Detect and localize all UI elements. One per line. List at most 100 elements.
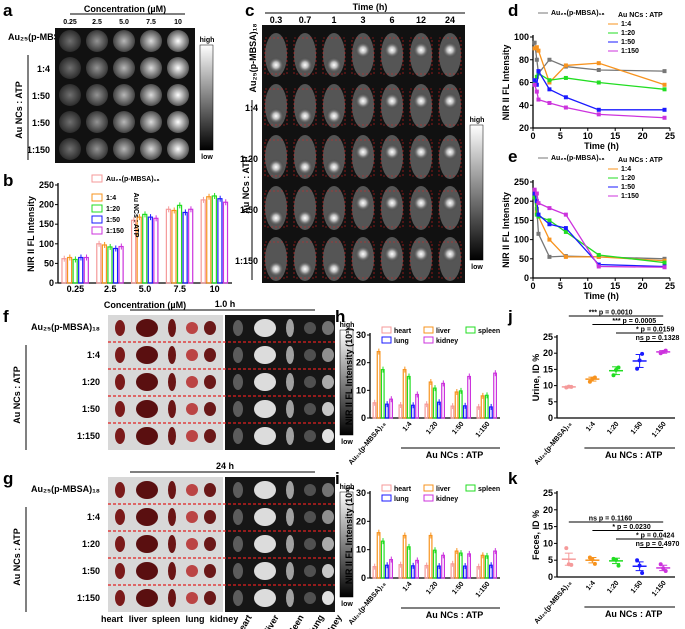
row-label: 1:150 — [235, 256, 258, 266]
row-label: 1:4 — [87, 512, 100, 522]
well — [59, 57, 81, 79]
y-tick-label: 5 — [548, 397, 553, 407]
roi-outline — [438, 139, 462, 177]
roi-outline — [380, 139, 404, 177]
data-point — [569, 384, 574, 389]
fluorescence-spot — [355, 144, 371, 160]
y-tick-label: 20 — [519, 123, 529, 133]
organ-signal — [322, 375, 334, 389]
time-tick: 12 — [416, 15, 426, 25]
time-tick: 6 — [389, 15, 394, 25]
legend-label: 1:150 — [106, 228, 124, 235]
row-label: 1:20 — [240, 154, 258, 164]
data-point — [536, 97, 541, 102]
organ — [115, 401, 125, 417]
fluorescence-spot — [413, 195, 429, 211]
data-point — [596, 252, 601, 257]
y-axis-label: NIR II FL Intensity — [501, 45, 511, 121]
well — [86, 57, 108, 79]
time-tick: 24 — [445, 15, 455, 25]
bar — [61, 258, 67, 284]
y-tick-label: 25 — [543, 332, 553, 342]
organ — [136, 400, 158, 418]
data-point — [547, 100, 552, 105]
fluorescence-spot — [442, 93, 458, 109]
data-point — [536, 69, 541, 74]
y-tick-label: 150 — [39, 219, 54, 229]
bar — [83, 256, 89, 284]
legend-swatch — [381, 326, 392, 334]
category-label: 1:4 — [402, 421, 414, 433]
roi-outline — [438, 190, 462, 228]
x-tick-label: 10 — [210, 284, 220, 294]
category-label: 1:4 — [585, 580, 597, 592]
data-point — [547, 254, 552, 259]
significance-label: *** p = 0.0010 — [589, 310, 633, 317]
fluorescence-spot — [326, 108, 342, 124]
organ-signal — [286, 319, 294, 337]
y-tick-label: 100 — [514, 235, 529, 245]
legend-label: 1:50 — [621, 184, 635, 191]
data-point — [547, 237, 552, 242]
organ-label: heart — [101, 614, 123, 624]
data-point — [563, 63, 568, 68]
organ — [204, 537, 216, 551]
y-tick-label: 0 — [548, 572, 553, 582]
bar — [153, 217, 159, 284]
category-label: 1:150 — [475, 421, 492, 439]
bar — [206, 196, 212, 284]
data-point — [547, 218, 552, 223]
legend-label: heart — [394, 486, 412, 493]
x-tick-label: 25 — [665, 131, 675, 141]
well — [59, 111, 81, 133]
y-tick-label: 0 — [361, 413, 366, 423]
data-point — [596, 112, 601, 117]
y-tick-label: 20 — [543, 505, 553, 515]
organ-signal — [322, 402, 334, 416]
organ — [186, 511, 198, 523]
fluorescence-spot — [268, 108, 284, 124]
organ — [136, 373, 158, 391]
x-tick-label: 0 — [530, 281, 535, 291]
bar — [376, 351, 381, 419]
data-point — [532, 187, 537, 192]
y-tick-label: 200 — [39, 200, 54, 210]
y-tick-label: 20 — [543, 348, 553, 358]
legend-swatch — [423, 326, 434, 334]
legend-label: 1:4 — [621, 21, 631, 28]
organ-signal — [322, 483, 334, 497]
data-point — [569, 562, 574, 567]
legend-label: spleen — [478, 328, 500, 335]
bar — [402, 368, 407, 419]
organ — [204, 402, 216, 416]
legend-label: 1:50 — [621, 39, 635, 46]
panel-label-c: c — [245, 1, 254, 20]
data-point — [536, 212, 541, 217]
x-axis-label: Time (h) — [584, 141, 619, 151]
time-tick: 1 — [331, 15, 336, 25]
roi-outline — [264, 88, 288, 126]
bar — [428, 534, 433, 579]
roi-outline — [264, 37, 288, 75]
roi-outline — [322, 139, 346, 177]
bar — [406, 375, 411, 419]
well — [140, 84, 162, 106]
organ — [168, 508, 176, 526]
concentration-tick: 10 — [174, 19, 182, 26]
organ — [204, 375, 216, 389]
row-label: 1:150 — [77, 593, 100, 603]
data-point — [534, 74, 539, 79]
y-tick-label: 150 — [514, 215, 529, 225]
bar — [493, 550, 497, 579]
significance-label: *** p = 0.0005 — [612, 318, 656, 325]
fluorescence-spot — [413, 144, 429, 160]
organ-signal — [304, 511, 316, 523]
row-label: 1:4 — [37, 64, 50, 74]
significance-label: ns p = 0.1160 — [589, 516, 632, 523]
legend-label: 1:4 — [621, 166, 631, 173]
organ — [186, 430, 198, 442]
bar — [101, 244, 108, 284]
colorbar-low-label: low — [341, 439, 353, 446]
organ — [136, 427, 158, 445]
well — [113, 30, 135, 52]
